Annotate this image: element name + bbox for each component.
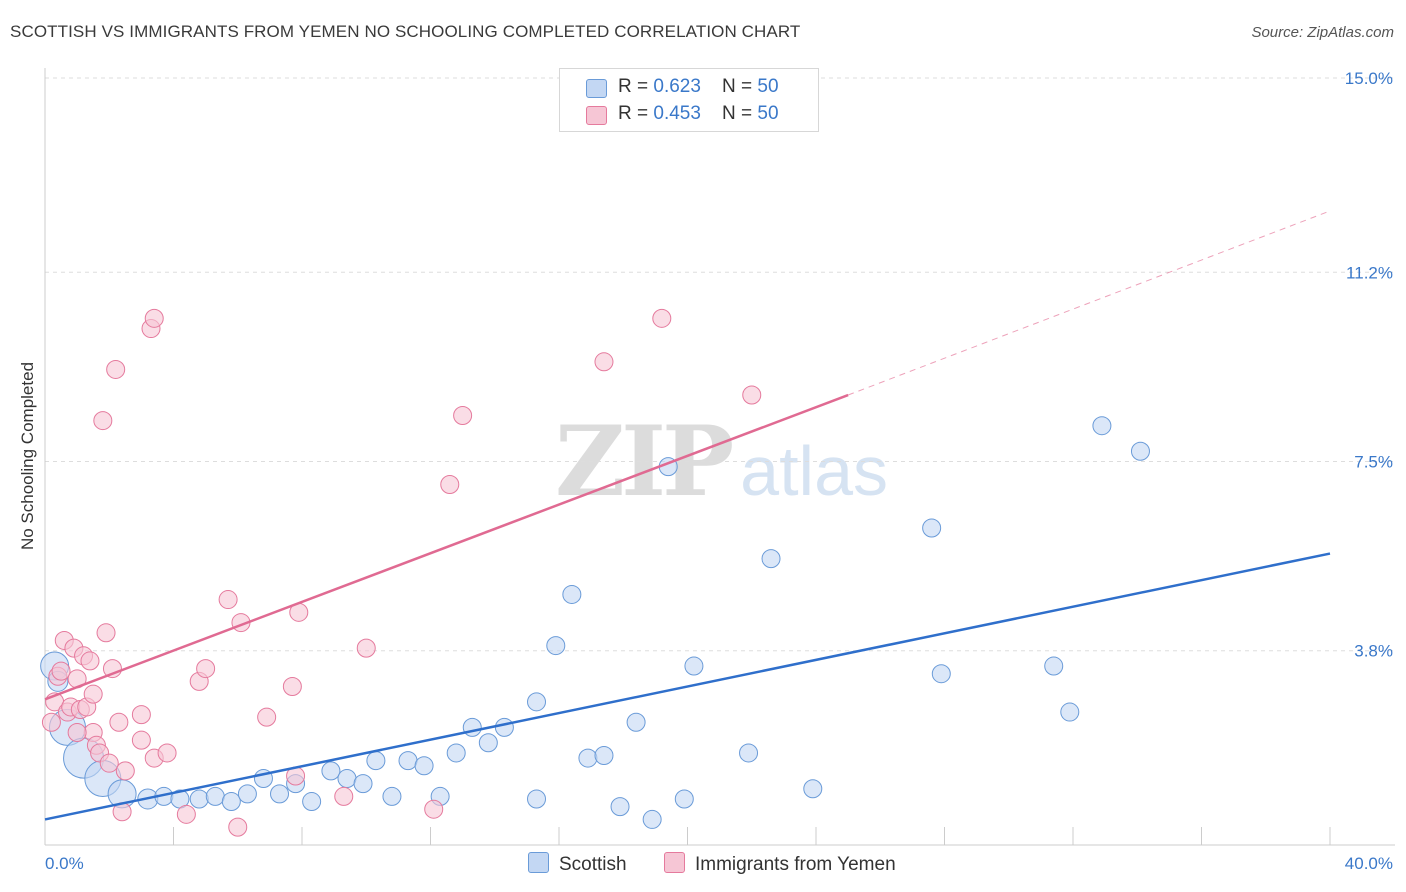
yemen-trend-extension xyxy=(847,210,1331,396)
yemen-point xyxy=(196,659,216,679)
scottish-point xyxy=(366,751,386,771)
legend-swatch-yemen xyxy=(586,106,607,125)
yemen-point xyxy=(440,475,460,495)
scottish-point xyxy=(398,751,418,771)
yemen-point xyxy=(356,638,376,658)
scottish-point xyxy=(478,733,498,753)
scottish-point xyxy=(462,717,482,737)
scottish-point xyxy=(1060,702,1080,722)
legend-r-label: R = xyxy=(618,76,654,97)
yemen-trend-line xyxy=(44,393,849,701)
yemen-point xyxy=(41,712,61,732)
bottom-legend-label-scottish: Scottish xyxy=(559,854,627,875)
scottish-point xyxy=(803,779,823,799)
scottish-point xyxy=(546,636,566,656)
yemen-point xyxy=(67,723,87,743)
scottish-point xyxy=(337,769,357,789)
yemen-point xyxy=(106,359,126,379)
scottish-point xyxy=(205,786,225,806)
scottish-point xyxy=(189,789,209,809)
scottish-point xyxy=(527,789,547,809)
bottom-legend-label-yemen: Immigrants from Yemen xyxy=(695,854,896,875)
scottish-point xyxy=(674,789,694,809)
scottish-point xyxy=(642,809,662,829)
scottish-trend-line xyxy=(44,552,1331,821)
scottish-point xyxy=(1092,416,1112,436)
chart-title: SCOTTISH VS IMMIGRANTS FROM YEMEN NO SCH… xyxy=(10,22,801,41)
legend-n-value-yemen: 50 xyxy=(757,103,779,124)
scottish-point xyxy=(494,717,514,737)
scottish-point xyxy=(382,786,402,806)
yemen-point xyxy=(282,676,302,696)
yemen-point xyxy=(594,352,614,372)
bottom-legend-scottish: Scottish xyxy=(528,852,627,876)
yemen-point xyxy=(157,743,177,763)
yemen-point xyxy=(109,712,129,732)
yemen-point xyxy=(99,753,119,773)
yemen-point xyxy=(742,385,762,405)
scottish-point xyxy=(527,692,547,712)
bottom-legend-swatch-scottish xyxy=(528,852,549,873)
yemen-point xyxy=(453,405,473,425)
x-tick-label: 40.0% xyxy=(1345,854,1393,873)
scottish-point xyxy=(931,664,951,684)
scottish-point xyxy=(237,784,257,804)
y-tick-label: 11.2% xyxy=(1346,263,1393,282)
legend-swatch-scottish xyxy=(586,79,607,98)
yemen-point xyxy=(131,705,151,725)
scottish-point xyxy=(446,743,466,763)
yemen-point xyxy=(652,308,672,328)
y-tick-label: 3.8% xyxy=(1354,642,1393,661)
scottish-point xyxy=(562,584,582,604)
yemen-point xyxy=(334,786,354,806)
legend-r-label: R = xyxy=(618,103,654,124)
source-credit: Source: ZipAtlas.com xyxy=(1251,24,1394,41)
yemen-point xyxy=(93,411,113,431)
yemen-point xyxy=(80,651,100,671)
scottish-point xyxy=(684,656,704,676)
scottish-point xyxy=(922,518,942,538)
yemen-point xyxy=(131,730,151,750)
legend-n-label: N = xyxy=(722,76,758,97)
yemen-point xyxy=(96,623,116,643)
scottish-point xyxy=(321,761,341,781)
correlation-legend: R = 0.623 N = 50 R = 0.453 N = 50 xyxy=(559,68,819,132)
yemen-point xyxy=(257,707,277,727)
legend-n-label: N = xyxy=(722,103,758,124)
scottish-point xyxy=(1130,441,1150,461)
scottish-point xyxy=(302,792,322,812)
scottish-point xyxy=(626,712,646,732)
scottish-point xyxy=(1044,656,1064,676)
yemen-point xyxy=(424,799,444,819)
x-tick-label: 0.0% xyxy=(45,854,84,873)
y-tick-label: 7.5% xyxy=(1354,453,1393,472)
yemen-point xyxy=(218,590,238,610)
legend-n-value-scottish: 50 xyxy=(757,76,779,97)
scottish-point xyxy=(610,797,630,817)
yemen-point xyxy=(115,761,135,781)
y-axis-label: No Schooling Completed xyxy=(18,361,37,551)
y-tick-label: 15.0% xyxy=(1345,69,1393,88)
yemen-point xyxy=(144,308,164,328)
yemen-point xyxy=(83,684,103,704)
legend-r-value-scottish: 0.623 xyxy=(653,76,701,97)
yemen-point xyxy=(228,817,248,837)
scottish-point xyxy=(221,792,241,812)
scottish-point xyxy=(594,746,614,766)
scottish-point xyxy=(739,743,759,763)
bottom-legend-yemen: Immigrants from Yemen xyxy=(664,852,896,876)
yemen-point xyxy=(51,661,71,681)
scottish-point xyxy=(761,549,781,569)
watermark-atlas: atlas xyxy=(740,432,889,510)
scottish-point xyxy=(270,784,290,804)
legend-r-value-yemen: 0.453 xyxy=(653,103,701,124)
scottish-point xyxy=(578,748,598,768)
bottom-legend-swatch-yemen xyxy=(664,852,685,873)
scottish-point xyxy=(414,756,434,776)
yemen-point xyxy=(176,804,196,824)
scottish-point xyxy=(353,774,373,794)
